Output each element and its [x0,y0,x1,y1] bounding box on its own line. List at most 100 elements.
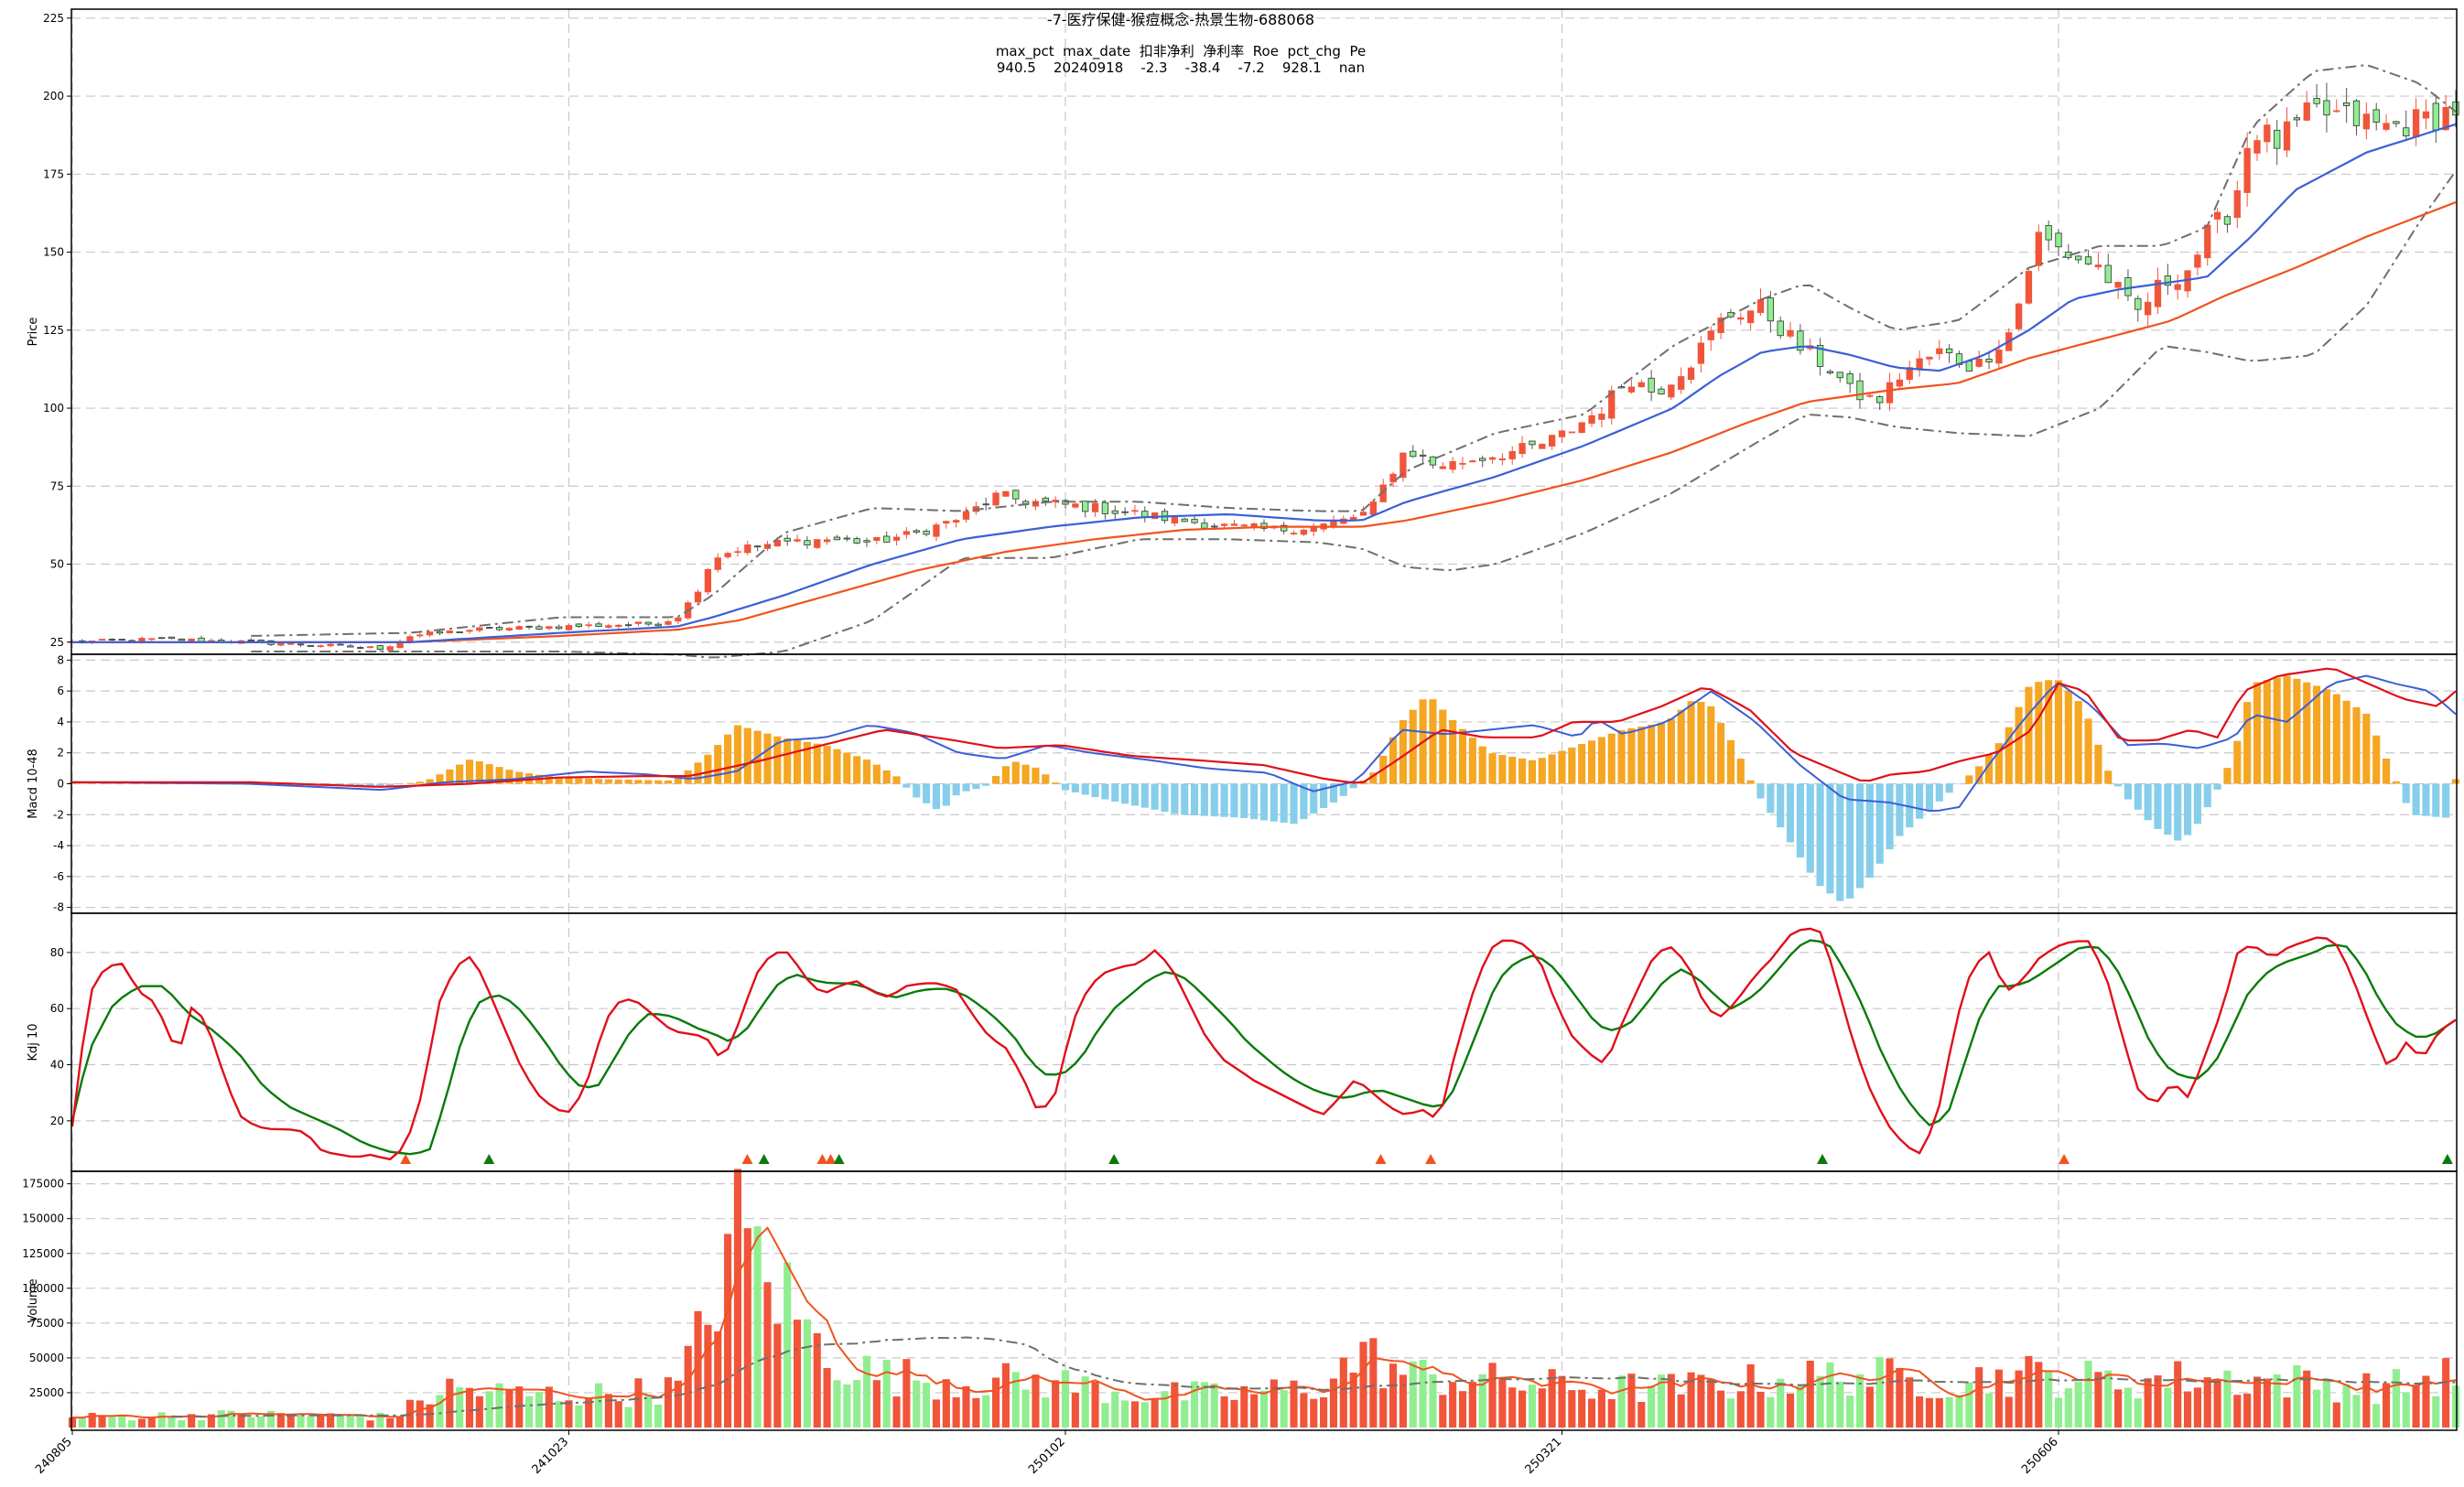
candle-down [1419,454,1427,457]
candle-down [2045,225,2052,241]
volume-bar-down [1767,1396,1775,1428]
candle-up [2412,109,2420,138]
volume-bar-down [108,1417,116,1428]
volume-bar-up [1558,1375,1566,1428]
volume-bar-up [1290,1380,1298,1428]
volume-bar-up [2233,1395,2242,1428]
candle-up [1498,458,1507,461]
macd-bar-pos [2332,694,2340,784]
macd-bar-neg [2432,783,2440,817]
volume-bar-down [1617,1375,1626,1428]
candle-down [913,530,920,533]
volume-bar-up [237,1414,245,1428]
candle-down [575,623,583,628]
volume-bar-down [2124,1387,2133,1428]
y-axis-label: Kdj 10 [27,1023,40,1061]
volume-bar-down [555,1401,563,1428]
volume-bar-down [2313,1389,2321,1428]
macd-bar-pos [614,779,622,784]
volume-bar-up [1935,1397,1943,1428]
candle-up [1756,299,1765,314]
volume-bar-up [1916,1395,1924,1428]
y-tick-label: -8 [53,901,64,914]
volume-bar-down [1011,1372,1020,1428]
volume-bar-up [1359,1342,1367,1428]
macd-bar-pos [2283,675,2291,784]
macd-bar-neg [1161,783,1169,812]
candle-up [2213,211,2221,220]
volume-bar-down [2054,1397,2063,1428]
candle-down [1846,373,1853,384]
macd-bar-neg [1786,783,1795,843]
macd-bar-pos [1578,744,1586,784]
candle-down [456,631,463,633]
candle-up [317,645,324,648]
macd-bar-pos [2322,689,2331,784]
volume-bar-up [733,1169,742,1428]
candle-down [644,621,652,625]
chart-title: -7-医疗保健-猴痘概念-热景生物-688068 [1047,11,1314,28]
volume-bar-down [227,1410,235,1428]
candle-down [1281,524,1288,532]
candle-up [2253,140,2261,154]
macd-bar-pos [674,778,682,784]
macd-bar-pos [1052,782,1060,784]
macd-bar-pos [1697,702,1705,784]
volume-bar-up [1399,1374,1407,1428]
frame-layer [70,8,2458,1431]
volume-bar-up [1925,1397,1934,1428]
candle-up [1240,524,1248,527]
macd-bar-neg [1091,783,1099,798]
macd-bar-pos [2015,706,2023,784]
macd-bar-neg [1310,783,1318,814]
y-tick-label: 50000 [29,1352,64,1364]
candle-down [356,647,364,649]
candle-up [1290,533,1298,534]
candle-down [2055,232,2062,248]
candle-down [525,625,533,628]
grid-layer [71,9,2457,1430]
macd-bar-pos [773,736,782,784]
candle-up [1439,466,1446,469]
volume-bar-up [2015,1370,2023,1428]
macd-bar-neg [1300,783,1308,820]
x-tick-label: 250102 [1026,1435,1068,1477]
candle-down [1101,501,1109,514]
candle-up [665,620,672,625]
volume-bar-up [1587,1398,1596,1428]
x-tick-label: 250321 [1523,1435,1565,1477]
macd-bar-neg [2183,783,2192,835]
candle-up [1539,444,1546,449]
candle-up [634,621,643,624]
candle-up [1568,431,1576,434]
macd-bar-pos [2233,740,2242,784]
volume-bar-up [2094,1372,2102,1428]
volume-bar-up [88,1412,96,1428]
macd-bar-pos [1717,722,1725,784]
volume-bar-down [2372,1404,2381,1428]
volume-bar-up [2253,1376,2262,1428]
candle-up [2015,303,2023,329]
x-tick-label: 241023 [530,1435,572,1477]
macd-bar-neg [1280,783,1288,823]
volume-bar-down [128,1420,136,1428]
volume-bar-up [1736,1391,1745,1428]
macd-bar-pos [1648,724,1656,784]
volume-bar-up [2174,1361,2182,1428]
macd-bar-pos [2025,686,2033,784]
candle-down [1836,372,1843,379]
candle-up [1995,350,2003,364]
macd-bar-neg [932,783,941,810]
macd-bar-pos [1458,728,1467,784]
volume-bar-up [137,1418,146,1428]
macd-bar-neg [923,783,931,803]
macd-bar-pos [654,780,663,784]
volume-bar-up [743,1228,751,1428]
y-tick-label: 125000 [22,1247,64,1260]
ma-short-line [72,123,2457,643]
volume-bar-up [1548,1369,1556,1428]
macd-bar-neg [376,783,384,787]
volume-bar-up [962,1385,970,1428]
volume-bar-up [68,1417,77,1428]
macd-dea-line [72,667,2457,788]
